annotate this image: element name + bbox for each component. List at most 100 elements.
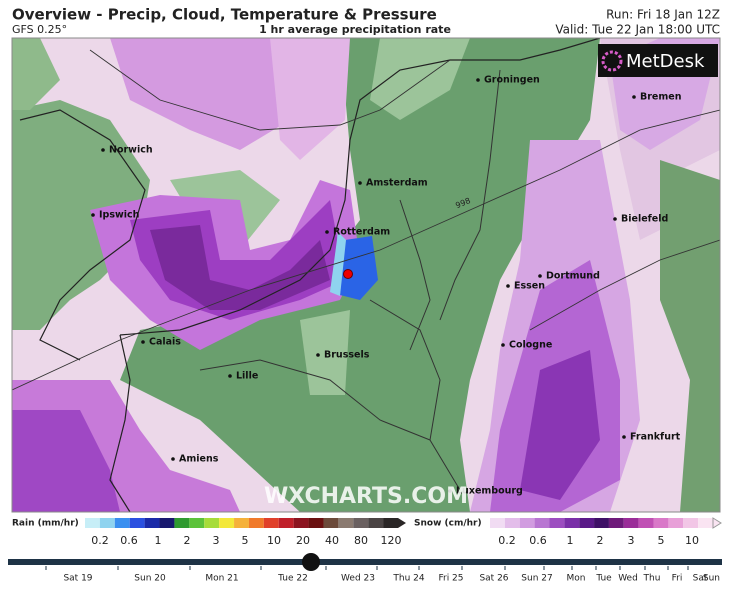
snow-tick-label: 5	[658, 534, 665, 547]
snow-swatch	[683, 518, 699, 528]
city-dot	[358, 181, 362, 185]
map: 998 GroningenBremenNorwichAmsterdamIpswi…	[11, 37, 721, 513]
timeline-label[interactable]: Sat 19	[63, 574, 92, 584]
city-dot	[501, 343, 505, 347]
timeline-label[interactable]: Sun 27	[521, 574, 552, 584]
city-label: Frankfurt	[630, 432, 681, 443]
snow-tick-label: 0.2	[498, 534, 516, 547]
snow-swatch	[579, 518, 595, 528]
rain-tick-label: 5	[242, 534, 249, 547]
legend: Rain (mm/hr) Snow (cm/hr) 0.2 0.6 1 2 3 5 10 20…	[12, 517, 722, 547]
snow-swatch	[594, 518, 609, 528]
rain-swatch	[114, 518, 130, 528]
snow-swatch	[653, 518, 669, 528]
timeline-label[interactable]: Sun 20	[134, 574, 166, 584]
timeline-label[interactable]: Mon	[567, 574, 586, 584]
snow-legend-title: Snow (cm/hr)	[414, 519, 482, 529]
timeline-label[interactable]: Wed	[618, 574, 638, 584]
rain-swatch	[159, 518, 175, 528]
timeline-label[interactable]: Wed 23	[341, 574, 375, 584]
city-dot	[632, 95, 636, 99]
timeline-label[interactable]: Fri	[672, 574, 683, 584]
rain-tick-label: 20	[296, 534, 310, 547]
city-dot	[622, 435, 626, 439]
rain-swatch	[278, 518, 294, 528]
timeline: Sat 19 Sun 20 Mon 21 Tue 22 Wed 23 Thu 24 Fri …	[8, 553, 722, 584]
model: GFS 0.25°	[12, 23, 67, 36]
timeline-label[interactable]: Thu 24	[392, 574, 424, 584]
snow-swatch	[549, 518, 565, 528]
snow-swatch	[668, 518, 684, 528]
city-dot	[316, 353, 320, 357]
city-dot	[538, 274, 542, 278]
rain-tick-label: 0.2	[91, 534, 109, 547]
timeline-label[interactable]: Sat 26	[479, 574, 508, 584]
city-label: Bremen	[640, 92, 682, 103]
timeline-label[interactable]: Fri 25	[438, 574, 463, 584]
watermark: WXCHARTS.COM	[264, 484, 468, 509]
snow-tick-label: 0.6	[529, 534, 547, 547]
city-label: Amiens	[179, 454, 219, 465]
snow-swatch	[534, 518, 550, 528]
rain-swatch	[383, 518, 398, 528]
rain-tick-label: 1	[155, 534, 162, 547]
city-label: Brussels	[324, 350, 370, 361]
timeline-label[interactable]: Mon 21	[205, 574, 238, 584]
city-dot	[448, 489, 452, 493]
snow-tick-label: 3	[628, 534, 635, 547]
rain-swatch	[353, 518, 369, 528]
city-label: Norwich	[109, 145, 153, 156]
rain-swatch	[338, 518, 354, 528]
rain-tick-label: 120	[381, 534, 402, 547]
city-dot	[171, 457, 175, 461]
city-dot	[476, 78, 480, 82]
city-label: Lille	[236, 371, 258, 382]
rain-swatch	[293, 518, 309, 528]
rain-swatch	[368, 518, 384, 528]
logo-icon	[601, 50, 623, 72]
logo-box	[598, 44, 718, 77]
rain-tick-label: 10	[267, 534, 281, 547]
city-label: Calais	[149, 337, 181, 348]
timeline-label[interactable]: Tue 22	[277, 574, 308, 584]
snow-swatch	[698, 518, 713, 528]
valid: Valid: Tue 22 Jan 18:00 UTC	[555, 23, 720, 37]
city-dot	[613, 217, 617, 221]
city-dot	[325, 230, 329, 234]
snow-arrow	[712, 517, 722, 529]
timeline-knob[interactable]	[302, 553, 320, 571]
rain-swatch	[85, 518, 100, 528]
snow-swatch	[504, 518, 520, 528]
city-label: Luxembourg	[456, 486, 523, 497]
rain-swatch	[308, 518, 324, 528]
snow-swatch	[564, 518, 580, 528]
rain-swatch	[174, 518, 190, 528]
timeline-label[interactable]: Thu	[643, 574, 661, 584]
snow-swatch	[608, 518, 624, 528]
snow-swatch	[490, 518, 505, 528]
city-label: Cologne	[509, 340, 552, 351]
city-label: Amsterdam	[366, 178, 428, 189]
rain-tick-label: 0.6	[120, 534, 138, 547]
timeline-label[interactable]: Sat	[693, 574, 708, 584]
rain-swatch	[323, 518, 339, 528]
snow-swatch	[623, 518, 639, 528]
rain-legend-title: Rain (mm/hr)	[12, 519, 79, 529]
snow-tick-label: 10	[685, 534, 699, 547]
city-label: Essen	[514, 281, 545, 292]
rain-tick-label: 80	[354, 534, 368, 547]
rain-swatch	[129, 518, 145, 528]
city-label: Ipswich	[99, 210, 140, 221]
city-dot	[141, 340, 145, 344]
rain-swatch	[219, 518, 235, 528]
rain-tick-label: 40	[325, 534, 339, 547]
timeline-label[interactable]: Tue	[595, 574, 612, 584]
city-label: Dortmund	[546, 271, 600, 282]
rain-swatch	[234, 518, 249, 528]
snow-swatch	[519, 518, 535, 528]
rain-swatch	[248, 518, 264, 528]
location-marker	[343, 269, 353, 279]
subtitle: 1 hr average precipitation rate	[259, 23, 451, 36]
timeline-label[interactable]: Sun	[703, 574, 720, 584]
